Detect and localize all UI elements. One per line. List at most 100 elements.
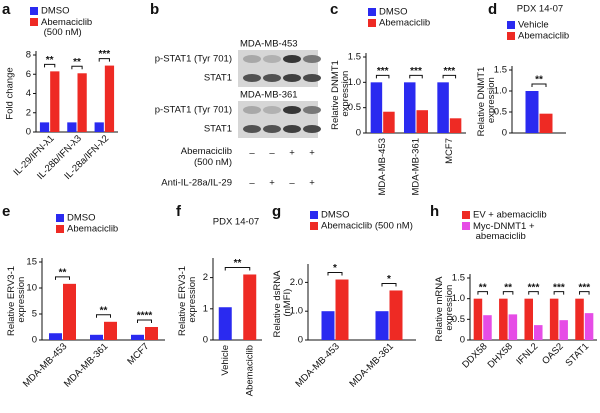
significance-bracket — [502, 291, 514, 295]
blot-row-label: STAT1 — [204, 124, 232, 135]
blot-band — [303, 74, 321, 82]
bar — [145, 327, 158, 340]
condition-sign: + — [269, 178, 275, 189]
y-tick-label: 6 — [26, 69, 31, 80]
significance-bracket — [137, 319, 152, 323]
bar — [131, 334, 144, 340]
bar — [437, 82, 449, 133]
bar — [383, 111, 395, 133]
bar — [416, 110, 428, 133]
condition-sign: + — [309, 178, 315, 189]
bar — [94, 122, 104, 132]
y-tick-label: 0 — [203, 335, 208, 346]
blot-band — [263, 55, 281, 63]
bar — [63, 283, 76, 340]
significance-bracket — [327, 272, 343, 276]
legend-swatch — [56, 214, 64, 222]
x-tick-label: MDA-MB-361 — [411, 138, 422, 196]
condition-sign: + — [309, 148, 315, 159]
legend-swatch — [462, 222, 470, 230]
y-tick-label: 1.5 — [494, 65, 507, 76]
y-tick-label: 8 — [26, 50, 31, 61]
bar — [389, 290, 403, 340]
bar — [473, 298, 483, 340]
significance-bracket — [553, 291, 565, 295]
legend-label: DMSO — [41, 6, 70, 17]
significance-label: ** — [46, 55, 54, 66]
y-axis-label: Relative dsRNA (nMFI) — [272, 270, 293, 338]
blot-band — [243, 74, 261, 82]
y-tick-label: 1.0 — [290, 306, 303, 317]
bar — [218, 307, 232, 340]
legend-label: Abemaciclib (500 nM) — [321, 221, 413, 232]
panel-letter: b — [150, 1, 159, 18]
significance-label: *** — [528, 282, 540, 293]
blot-band — [303, 125, 321, 133]
y-tick-label: 1 — [203, 303, 208, 314]
blot-band — [263, 106, 281, 114]
bar — [534, 325, 543, 340]
bar — [77, 73, 87, 132]
bar — [49, 333, 62, 340]
legend-label: EV + abemaciclib — [473, 210, 547, 221]
y-axis-label: Relative mRNA expression — [434, 276, 455, 342]
y-axis-label: Relative ERV3-1 expression — [177, 266, 198, 336]
bar — [321, 311, 335, 340]
y-tick-label: 10 — [26, 283, 37, 294]
panel-letter: c — [330, 1, 338, 18]
y-tick-label: 1.5 — [452, 273, 465, 284]
cell-line: MDA-MB-361 — [240, 90, 298, 101]
legend-swatch — [368, 19, 376, 27]
significance-label: ** — [100, 305, 108, 316]
significance-bracket — [71, 65, 83, 70]
bar — [243, 274, 257, 340]
y-tick-label: 0.5 — [452, 314, 465, 325]
bar — [549, 298, 559, 340]
panel-letter: d — [488, 1, 497, 18]
significance-label: ** — [504, 282, 512, 293]
panel-letter: h — [430, 203, 439, 220]
x-tick-label: MCF7 — [125, 341, 151, 367]
significance-label: ** — [479, 282, 487, 293]
x-tick-label: MDA-MB-453 — [293, 341, 341, 389]
bar — [90, 334, 103, 340]
significance-bracket — [528, 291, 539, 295]
blot-band — [243, 125, 261, 133]
y-tick-label: 0 — [298, 335, 303, 346]
x-tick-label: MCF7 — [444, 138, 455, 164]
legend-label: DMSO — [67, 213, 96, 224]
blot-row-label: p-STAT1 (Tyr 701) — [155, 54, 232, 65]
blot-panel: b MDA-MB-453 p-STAT1 (Tyr 701) STAT1 MDA… — [150, 1, 298, 189]
bar — [539, 113, 553, 133]
condition-label: Abemaciclib (500 nM) — [181, 146, 232, 168]
bar — [50, 71, 60, 132]
x-tick-label: DHX58 — [486, 341, 515, 370]
significance-bracket — [224, 266, 251, 271]
legend-label: Abemaciclib — [379, 18, 430, 29]
y-tick-label: 0.5 — [348, 102, 361, 113]
legend-swatch — [368, 8, 376, 16]
bar — [375, 311, 389, 340]
legend-label: Abemaciclib — [518, 31, 569, 42]
y-axis-label: Fold change — [5, 67, 16, 119]
significance-label: * — [387, 274, 391, 285]
condition-sign: – — [269, 148, 275, 159]
panel-title: PDX 14-07 — [213, 217, 259, 228]
significance-label: **** — [137, 311, 153, 322]
legend-label: Vehicle — [518, 20, 549, 31]
bar — [449, 118, 462, 133]
significance-label: *** — [377, 66, 389, 77]
bar — [483, 315, 492, 340]
y-tick-label: 5 — [32, 309, 37, 320]
blot-band — [283, 125, 301, 133]
y-axis-label: Relative ERV3-1 expression — [6, 266, 27, 336]
significance-label: *** — [410, 66, 422, 77]
x-tick-label: DDX58 — [460, 341, 489, 370]
panel-letter: f — [176, 203, 182, 220]
condition-sign: – — [249, 178, 255, 189]
blot-row-label: p-STAT1 (Tyr 701) — [155, 105, 232, 116]
significance-bracket — [477, 291, 488, 295]
legend-label: DMSO — [379, 7, 408, 18]
y-tick-label: 1.0 — [348, 77, 361, 88]
